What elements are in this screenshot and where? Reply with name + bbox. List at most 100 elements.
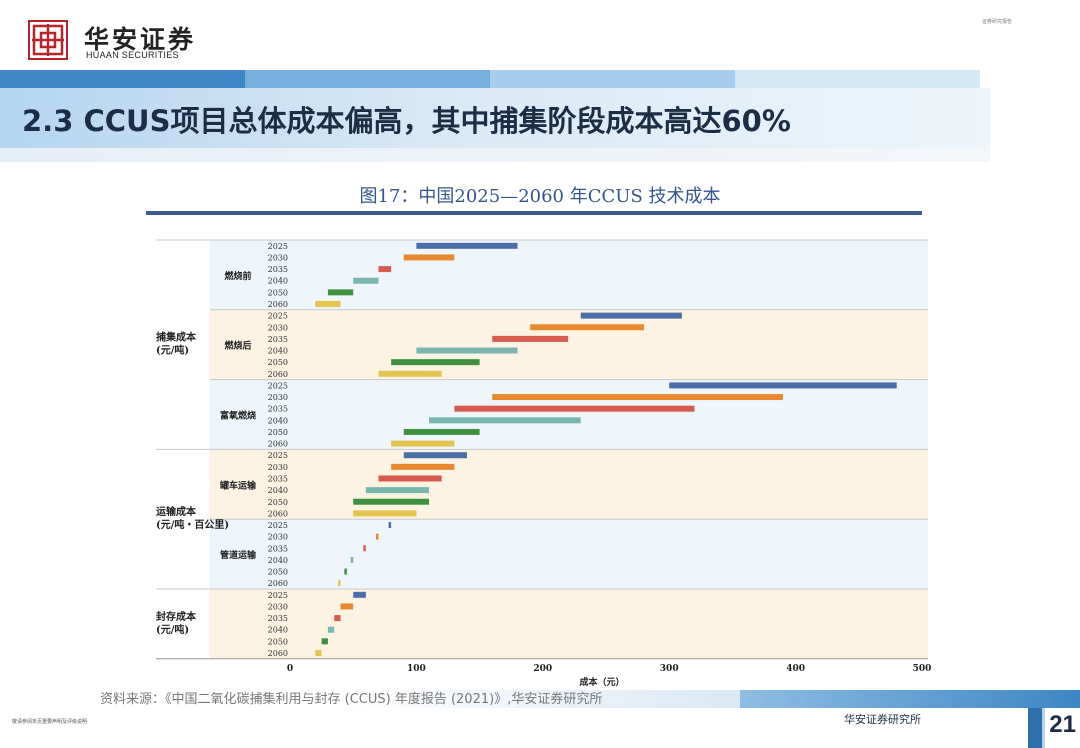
cost-range-bar	[350, 556, 354, 563]
slide-title: 2.3 CCUS项目总体成本偏高，其中捕集阶段成本高达60%	[22, 104, 791, 138]
disclaimer: 敬请参阅末页重要声明及评级说明	[12, 719, 88, 725]
header-band	[0, 70, 245, 88]
cost-range-bar	[416, 347, 518, 354]
cost-range-bar	[353, 498, 430, 505]
x-tick-label: 100	[407, 664, 426, 674]
section-label: (元/吨)	[156, 623, 189, 636]
cost-range-bar	[375, 533, 379, 540]
year-label: 2040	[268, 416, 288, 425]
header-band	[490, 70, 735, 88]
cost-range-bar	[403, 428, 480, 435]
group-label: 富氧燃烧	[220, 410, 256, 422]
group-label: 管道运输	[220, 549, 257, 561]
title-bar	[0, 88, 990, 148]
year-label: 2050	[268, 498, 288, 507]
year-label: 2050	[268, 637, 288, 646]
year-label: 2040	[268, 626, 288, 635]
group-background	[210, 379, 928, 450]
cost-range-bar	[580, 312, 682, 319]
year-label: 2050	[268, 358, 288, 367]
cost-range-bar	[530, 324, 644, 331]
x-tick-label: 0	[287, 664, 293, 674]
cost-range-bar	[353, 277, 379, 284]
year-label: 2025	[268, 381, 288, 390]
cost-range-bar	[403, 452, 467, 459]
group-background	[210, 449, 928, 520]
logo-emblem-icon	[32, 24, 64, 56]
group-background	[210, 240, 928, 310]
year-label: 2060	[268, 509, 288, 518]
header-band	[245, 70, 490, 88]
year-label: 2040	[268, 347, 288, 356]
group-background	[210, 309, 928, 380]
year-label: 2035	[268, 614, 288, 623]
cost-range-bar	[492, 335, 569, 342]
year-label: 2030	[268, 602, 288, 611]
cost-range-bar	[454, 405, 695, 412]
figure-title: 图17：中国2025—2060 年CCUS 技术成本	[359, 186, 721, 207]
cost-range-bar	[363, 545, 366, 552]
cost-range-bar	[391, 359, 480, 366]
section-label: (元/吨)	[156, 344, 189, 357]
footer-band	[340, 690, 740, 708]
year-label: 2025	[268, 312, 288, 321]
group-label: 燃烧后	[224, 340, 251, 352]
year-label: 2040	[268, 556, 288, 565]
footer-band	[740, 690, 1080, 708]
cost-range-bar	[334, 615, 341, 622]
cost-range-bar	[315, 300, 341, 307]
x-tick-label: 200	[533, 664, 552, 674]
year-label: 2040	[268, 486, 288, 495]
x-tick-label: 300	[660, 664, 679, 674]
footer-firm-name: 华安证券研究所	[844, 713, 921, 726]
year-label: 2030	[268, 253, 288, 262]
cost-range-bar	[344, 568, 347, 575]
year-label: 2035	[268, 544, 288, 553]
cost-range-bar	[340, 603, 354, 610]
year-label: 2060	[268, 370, 288, 379]
x-tick-label: 500	[913, 664, 932, 674]
cost-range-bar	[492, 394, 783, 401]
year-label: 2060	[268, 300, 288, 309]
cost-range-bar	[327, 289, 354, 296]
cost-range-bar	[669, 382, 897, 389]
year-label: 2030	[268, 393, 288, 402]
cost-range-bar	[416, 242, 518, 249]
year-label: 2025	[268, 591, 288, 600]
year-label: 2050	[268, 428, 288, 437]
page-number-badge	[1042, 708, 1080, 748]
year-label: 2025	[268, 521, 288, 530]
cost-range-bar	[365, 487, 430, 494]
group-label: 燃烧前	[224, 270, 251, 282]
group-label: 罐车运输	[219, 479, 257, 491]
cost-range-bar	[338, 580, 341, 587]
section-label: 捕集成本	[156, 331, 197, 344]
section-label: (元/吨・百公里)	[156, 518, 229, 531]
year-label: 2060	[268, 440, 288, 449]
logo-text-en: HUAAN SECURITIES	[86, 50, 179, 60]
header-band	[735, 70, 980, 88]
year-label: 2040	[268, 277, 288, 286]
company-logo	[28, 20, 68, 60]
cost-range-bar	[321, 638, 328, 645]
year-label: 2035	[268, 265, 288, 274]
figure-title-rule	[146, 211, 922, 215]
cost-range-bar	[391, 463, 455, 470]
year-label: 2025	[268, 451, 288, 460]
year-label: 2035	[268, 474, 288, 483]
year-label: 2030	[268, 323, 288, 332]
group-background	[210, 519, 928, 589]
source-note: 资料来源：《中国二氧化碳捕集利用与封存 (CCUS) 年度报告 (2021)》,…	[100, 692, 603, 707]
group-background	[210, 589, 928, 659]
logo-text-cn: 华安证券	[84, 25, 197, 54]
cost-range-bar	[403, 254, 455, 261]
year-label: 2030	[268, 463, 288, 472]
year-label: 2035	[268, 335, 288, 344]
cost-range-bar	[353, 591, 366, 598]
cost-range-bar	[378, 266, 392, 273]
title-shadow	[0, 148, 990, 162]
year-label: 2050	[268, 288, 288, 297]
year-label: 2030	[268, 533, 288, 542]
section-label: 运输成本	[156, 505, 197, 518]
